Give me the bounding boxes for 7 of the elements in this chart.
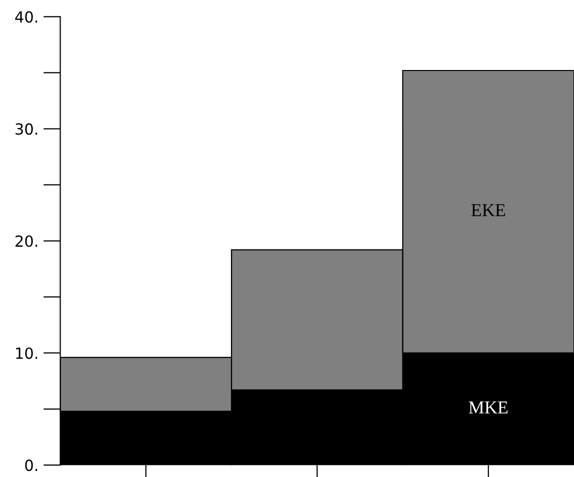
- y-tick-label: 20.: [16, 235, 38, 247]
- series-label: EKE: [471, 204, 506, 216]
- y-tick-label: 40.: [15, 11, 38, 23]
- series-label: MKE: [468, 402, 508, 414]
- y-tick-label: 10.: [16, 347, 38, 359]
- y-tick-label: 30.: [16, 123, 38, 135]
- y-tick-label: 0.: [25, 460, 38, 472]
